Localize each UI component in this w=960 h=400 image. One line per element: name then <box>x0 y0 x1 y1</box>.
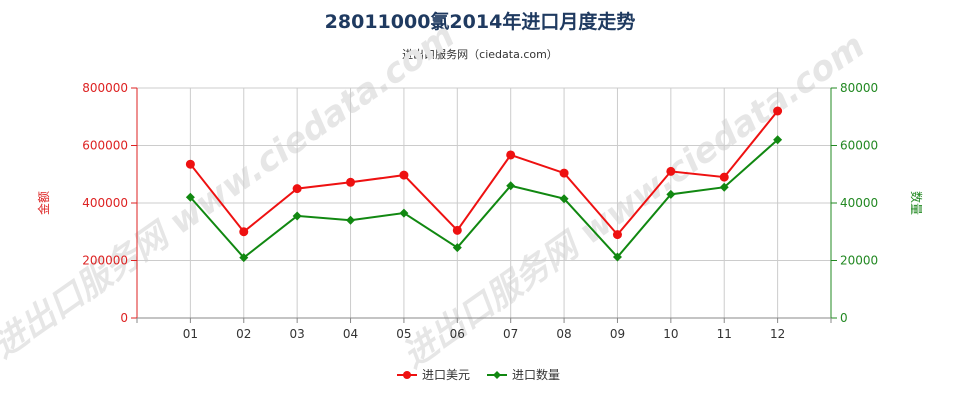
legend-swatch-marker <box>493 371 501 379</box>
series-point-2 <box>452 243 462 253</box>
left-tick-label: 0 <box>120 311 128 325</box>
series-point-1 <box>559 168 569 178</box>
series-point-2 <box>612 252 622 262</box>
series-point-2 <box>185 192 195 202</box>
left-tick-label: 800000 <box>82 81 128 95</box>
series-line-2 <box>189 139 779 259</box>
x-tick-label: 03 <box>290 327 305 341</box>
series-point-2 <box>506 181 516 191</box>
series-point-2 <box>773 135 783 145</box>
x-tick-label: 10 <box>663 327 678 341</box>
x-tick-label: 07 <box>503 327 518 341</box>
left-tick-label: 200000 <box>82 254 128 268</box>
x-tick-label: 05 <box>396 327 411 341</box>
right-axis-title: 数量 <box>909 191 924 215</box>
series-point-1 <box>719 172 729 182</box>
series-point-1 <box>506 150 516 160</box>
watermark-text: 进出口服务网 www.ciedata.com <box>0 16 462 367</box>
right-tick-label: 80000 <box>840 81 878 95</box>
x-tick-label: 04 <box>343 327 358 341</box>
chart-subtitle: 进出口服务网（ciedata.com） <box>402 47 558 61</box>
series-point-1 <box>185 159 195 169</box>
left-tick-label: 400000 <box>82 196 128 210</box>
right-tick-label: 40000 <box>840 196 878 210</box>
left-tick-label: 600000 <box>82 139 128 153</box>
series-line-1 <box>189 110 779 237</box>
x-tick-label: 08 <box>556 327 571 341</box>
x-tick-label: 02 <box>236 327 251 341</box>
series-point-2 <box>719 182 729 192</box>
series-point-1 <box>346 177 356 187</box>
legend-label: 进口美元 <box>422 368 470 382</box>
x-tick-label: 12 <box>770 327 785 341</box>
legend: 进口美元 进口数量 <box>397 367 560 382</box>
series-point-1 <box>452 225 462 235</box>
series-layer <box>185 106 783 263</box>
series-point-1 <box>773 106 783 116</box>
series-point-1 <box>239 227 249 237</box>
series-point-1 <box>612 230 622 240</box>
series-point-1 <box>666 166 676 176</box>
series-point-1 <box>399 170 409 180</box>
legend-label: 进口数量 <box>512 367 560 382</box>
axes: 0 0 200000 20000 400000 40000 600000 60000 80000… <box>82 81 878 341</box>
x-tick-label: 09 <box>610 327 625 341</box>
chart-title: 28011000氯2014年进口月度走势 <box>325 10 636 33</box>
x-tick-label: 11 <box>717 327 732 341</box>
series-point-2 <box>666 189 676 199</box>
series-point-2 <box>239 253 249 263</box>
grid <box>137 87 832 318</box>
left-axis-title: 金额 <box>36 191 51 215</box>
right-tick-label: 20000 <box>840 254 878 268</box>
x-tick-label: 06 <box>450 327 465 341</box>
series-point-1 <box>292 184 302 194</box>
series-point-2 <box>559 194 569 204</box>
series-point-2 <box>399 208 409 218</box>
series-point-2 <box>292 211 302 221</box>
legend-swatch-marker <box>403 371 411 379</box>
watermark-text: 进出口服务网 www.ciedata.com <box>395 26 872 377</box>
x-tick-label: 01 <box>183 327 198 341</box>
right-tick-label: 0 <box>840 311 848 325</box>
series-point-2 <box>346 215 356 225</box>
right-tick-label: 60000 <box>840 139 878 153</box>
